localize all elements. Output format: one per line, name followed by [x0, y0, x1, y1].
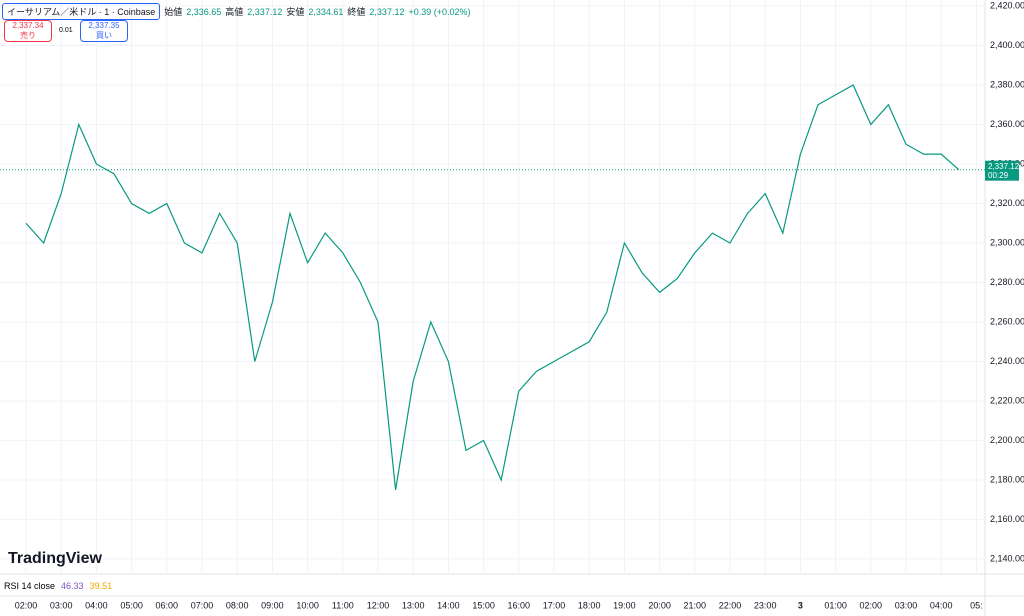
x-tick-label: 12:00 [367, 600, 390, 610]
x-tick-label: 21:00 [684, 600, 707, 610]
x-tick-label: 19:00 [613, 600, 636, 610]
x-tick-label: 09:00 [261, 600, 284, 610]
x-tick-label: 23:00 [754, 600, 777, 610]
change: +0.39 (+0.02%) [408, 6, 471, 17]
buy-label: 買い [96, 31, 112, 40]
x-tick-label: 13:00 [402, 600, 425, 610]
indicator-name: RSI 14 close [4, 581, 56, 591]
ohlc-value: 2,336.65 [186, 6, 222, 17]
y-tick-label: 2,140.00 [990, 553, 1024, 563]
x-tick-label: 06:00 [156, 600, 179, 610]
x-tick-label: 22:00 [719, 600, 742, 610]
x-tick-label: 05: [970, 600, 983, 610]
ohlc-value: 2,334.61 [308, 6, 344, 17]
price-label-box [985, 160, 1019, 181]
x-tick-label: 15:00 [472, 600, 495, 610]
price-label: 2,337.12 [988, 162, 1020, 171]
logo: TradingView [8, 550, 102, 567]
countdown: 00:29 [988, 171, 1009, 180]
indicator-value: 39.51 [89, 581, 113, 591]
x-tick-label: 04:00 [930, 600, 953, 610]
y-tick-label: 2,240.00 [990, 356, 1024, 366]
ohlc-label: 高値 [225, 7, 244, 17]
ohlc-value: 2,337.12 [247, 6, 283, 17]
spread: 0.01 [59, 27, 73, 34]
y-tick-label: 2,260.00 [990, 316, 1024, 326]
ohlc-label: 終値 [347, 7, 366, 17]
ohlc-value: 2,337.12 [369, 6, 405, 17]
x-tick-label: 18:00 [578, 600, 601, 610]
ohlc-label: 始値 [164, 7, 183, 17]
y-tick-label: 2,160.00 [990, 514, 1024, 524]
sell-button[interactable]: 2,337.34 売り [4, 20, 52, 42]
x-tick-label: 11:00 [332, 600, 354, 610]
symbol[interactable]: イーサリアム／米ドル · 1 · Coinbase [2, 3, 161, 20]
header: イーサリアム／米ドル · 1 · Coinbase 始値 2,336.65 高値 2… [2, 3, 471, 20]
x-tick-label: 02:00 [860, 600, 883, 610]
y-tick-label: 2,300.00 [990, 237, 1024, 247]
price-line [25, 84, 960, 490]
x-tick-label: 04:00 [85, 600, 108, 610]
y-tick-label: 2,380.00 [990, 79, 1024, 89]
x-tick-label: 08:00 [226, 600, 249, 610]
x-tick-label: 17:00 [543, 600, 566, 610]
y-tick-label: 2,420.00 [990, 0, 1024, 10]
buy-button[interactable]: 2,337.35 買い [80, 20, 128, 42]
y-tick-label: 2,200.00 [990, 435, 1024, 445]
ohlc-label: 安値 [286, 7, 305, 17]
x-tick-label: 14:00 [437, 600, 460, 610]
y-tick-label: 2,280.00 [990, 277, 1024, 287]
x-tick-label: 20:00 [648, 600, 671, 610]
sell-price: 2,337.34 [12, 21, 44, 30]
x-tick-label: 03:00 [895, 600, 918, 610]
y-tick-label: 2,400.00 [990, 40, 1024, 50]
indicator-value: 46.33 [61, 581, 84, 591]
x-tick-label: 03:00 [50, 600, 73, 610]
x-tick-label: 01:00 [824, 600, 847, 610]
y-tick-label: 2,180.00 [990, 474, 1024, 484]
y-tick-label: 2,220.00 [990, 395, 1024, 405]
x-tick-label: 07:00 [191, 600, 214, 610]
x-tick-label: 05:00 [120, 600, 143, 610]
x-tick-label: 16:00 [508, 600, 531, 610]
sell-label: 売り [20, 31, 36, 40]
indicator: RSI 14 close 46.33 39.51 [4, 581, 112, 591]
y-tick-label: 2,320.00 [990, 198, 1024, 208]
x-tick-label: 10:00 [296, 600, 319, 610]
x-tick-label: 3 [798, 600, 803, 610]
buy-price: 2,337.35 [88, 21, 120, 30]
y-tick-label: 2,360.00 [990, 119, 1024, 129]
x-tick-label: 02:00 [15, 600, 38, 610]
